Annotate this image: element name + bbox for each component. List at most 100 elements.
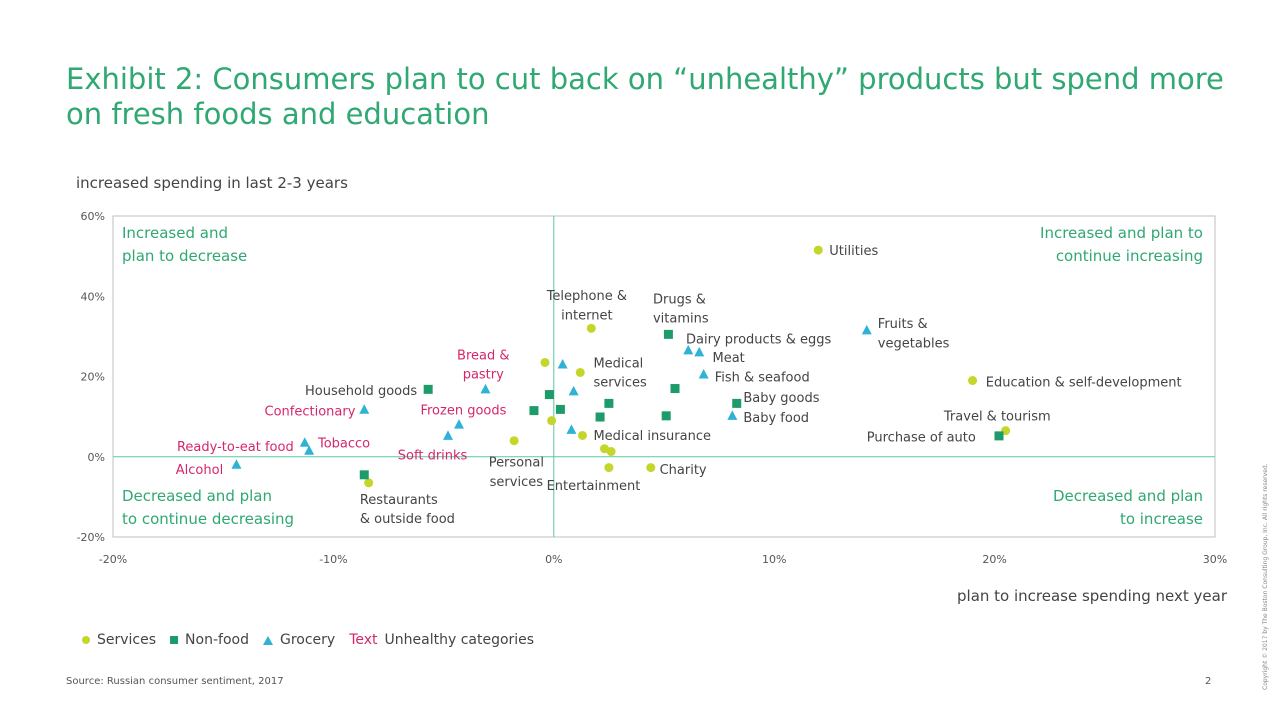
x-tick-label: 10% — [762, 553, 786, 566]
grocery-point — [566, 424, 577, 434]
legend-grocery: Grocery — [262, 632, 336, 648]
services-point — [509, 436, 519, 446]
y-tick-label: -20% — [77, 531, 105, 544]
y-axis-label: increased spending in last 2-3 years — [76, 174, 348, 192]
category-label: & outside food — [360, 512, 455, 527]
grocery-point — [359, 404, 370, 414]
nonfood-point — [661, 411, 671, 421]
quadrant-label-bottom-left: to continue decreasing — [122, 510, 294, 528]
x-tick-label: -10% — [319, 553, 347, 566]
nonfood-point — [595, 412, 605, 422]
grocery-point — [568, 385, 579, 396]
services-point — [586, 323, 596, 333]
category-label: Meat — [712, 351, 744, 366]
category-label: Entertainment — [547, 479, 641, 494]
category-label: Travel & tourism — [943, 409, 1051, 424]
grocery-point — [861, 324, 872, 335]
category-label: Medical insurance — [593, 429, 711, 444]
services-point — [577, 430, 587, 440]
category-label: internet — [561, 308, 612, 323]
x-tick-label: 0% — [545, 553, 562, 566]
category-label: Education & self-development — [986, 376, 1182, 391]
category-label: vegetables — [878, 336, 950, 351]
nonfood-point — [994, 431, 1004, 441]
x-tick-label: 30% — [1203, 553, 1227, 566]
quadrant-label-bottom-left: Decreased and plan — [122, 487, 272, 505]
y-tick-label: 0% — [88, 451, 105, 464]
category-label: services — [490, 475, 544, 490]
services-point — [540, 357, 550, 367]
category-label: Restaurants — [360, 493, 438, 508]
services-point — [575, 367, 585, 377]
unhealthy-category-label: pastry — [463, 368, 504, 383]
nonfood-point — [544, 390, 554, 400]
source-note: Source: Russian consumer sentiment, 2017 — [66, 676, 284, 687]
unhealthy-category-label: Soft drinks — [398, 449, 468, 464]
y-tick-label: 60% — [81, 210, 105, 223]
category-label: Dairy products & eggs — [686, 332, 831, 347]
x-tick-label: -20% — [99, 553, 127, 566]
quadrant-label-top-left: plan to decrease — [122, 247, 247, 265]
grocery-point — [698, 368, 709, 379]
grocery-point — [454, 419, 465, 429]
unhealthy-category-label: Ready-to-eat food — [177, 440, 294, 455]
nonfood-point — [732, 398, 742, 408]
unhealthy-category-label: Frozen goods — [420, 403, 506, 418]
services-point — [606, 447, 616, 457]
grocery-point — [727, 410, 738, 420]
services-point — [813, 245, 823, 255]
legend-unhealthy-label: Unhealthy categories — [384, 632, 535, 648]
services-marker-icon — [82, 636, 90, 644]
legend-services: Services — [82, 632, 156, 648]
category-label: Charity — [660, 463, 707, 478]
grocery-point — [480, 383, 491, 394]
legend-services-label: Services — [97, 632, 157, 648]
category-label: Utilities — [829, 244, 878, 259]
chart-legend: Services Non-food Grocery Text Unhealthy… — [82, 632, 534, 648]
unhealthy-category-label: Tobacco — [317, 437, 370, 452]
legend-grocery-label: Grocery — [279, 632, 336, 648]
nonfood-point — [359, 470, 369, 480]
grocery-marker-icon — [262, 635, 273, 645]
quadrant-label-top-left: Increased and — [122, 224, 228, 242]
category-label: Fish & seafood — [715, 371, 810, 386]
y-tick-label: 40% — [81, 290, 105, 303]
x-axis-label: plan to increase spending next year — [957, 587, 1228, 605]
grocery-point — [304, 445, 315, 455]
grocery-point — [557, 358, 568, 369]
category-label: Baby goods — [743, 391, 819, 406]
nonfood-point — [604, 398, 614, 408]
category-label: Personal — [489, 456, 544, 471]
category-label: Baby food — [743, 411, 809, 426]
unhealthy-category-label: Alcohol — [176, 463, 223, 478]
legend-nonfood-label: Non-food — [185, 632, 249, 648]
unhealthy-category-label: Bread & — [457, 348, 509, 363]
grocery-point — [683, 344, 694, 355]
unhealthy-category-label: Confectionary — [265, 405, 356, 420]
copyright-note: Copyright © 2017 by The Boston Consultin… — [1262, 463, 1269, 690]
services-point — [364, 478, 374, 488]
grocery-point — [299, 437, 310, 447]
services-point — [547, 416, 557, 426]
exhibit-title: Exhibit 2: Consumers plan to cut back on… — [66, 62, 1224, 131]
category-label: Purchase of auto — [867, 431, 976, 446]
services-point — [968, 376, 978, 386]
services-point — [604, 463, 614, 473]
category-label: vitamins — [653, 312, 709, 327]
category-label: Medical — [593, 356, 643, 371]
legend-nonfood: Non-food — [170, 632, 249, 648]
grocery-point — [231, 459, 242, 469]
quadrant-label-top-right: Increased and plan to — [1040, 224, 1203, 242]
category-label: Household goods — [305, 384, 417, 399]
category-label: services — [593, 376, 647, 391]
nonfood-point — [555, 404, 565, 414]
y-tick-label: 20% — [81, 371, 105, 384]
nonfood-point — [670, 384, 680, 394]
nonfood-marker-icon — [170, 636, 179, 644]
quadrant-label-bottom-right: to increase — [1120, 510, 1203, 528]
quadrant-label-bottom-right: Decreased and plan — [1053, 487, 1203, 505]
category-label: Fruits & — [878, 317, 928, 332]
category-label: Telephone & — [546, 289, 627, 304]
grocery-point — [443, 430, 454, 440]
